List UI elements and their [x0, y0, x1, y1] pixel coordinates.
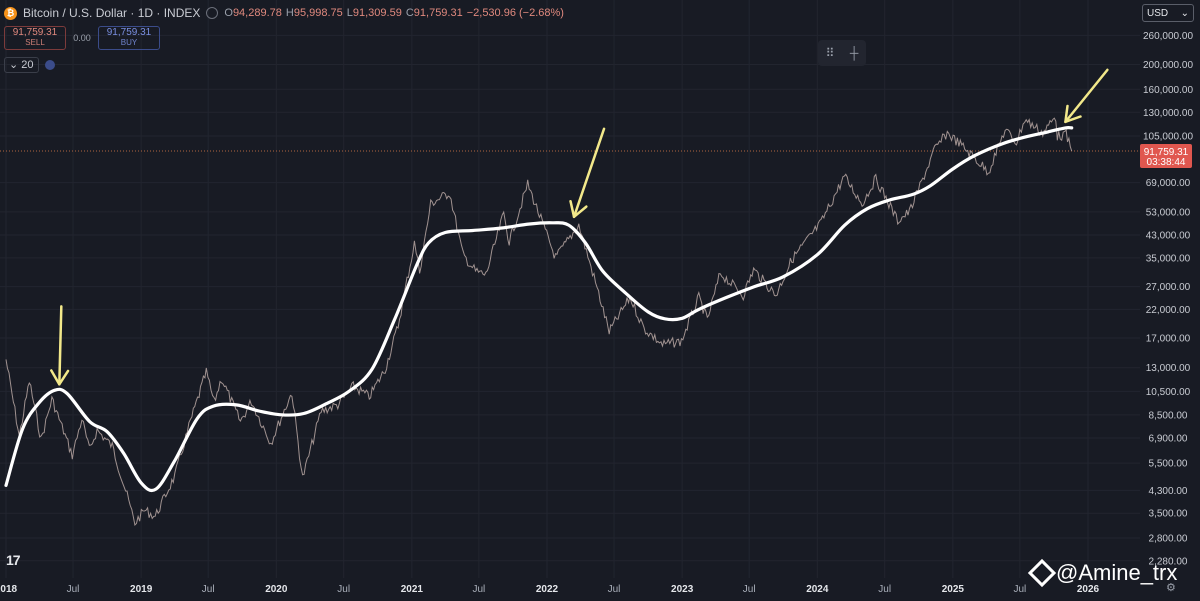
x-tick-label: 2020: [265, 584, 288, 595]
y-tick-label: 22,000.00: [1146, 305, 1191, 316]
tradingview-logo-icon: 17: [6, 552, 21, 568]
y-tick-label: 200,000.00: [1143, 60, 1193, 71]
y-tick-label: 2,280.00: [1149, 556, 1188, 567]
price-axis: 2,280.00 2,800.00 3,500.00 4,300.00 5,500.00…: [1143, 31, 1193, 567]
high-label: H: [285, 7, 294, 19]
y-tick-label: 5,500.00: [1149, 459, 1188, 470]
series-layer: [4, 117, 1074, 527]
x-tick-label: Jul: [608, 584, 621, 595]
x-tick-label: 2021: [401, 584, 424, 595]
high-value: 95,998.75: [293, 7, 343, 19]
y-tick-label: 160,000.00: [1143, 85, 1193, 96]
x-tick-label: 2024: [806, 584, 829, 595]
gear-icon[interactable]: ⚙: [1166, 582, 1176, 594]
grid: [0, 0, 1140, 578]
trade-panel: 91,759.31 SELL 0.00 91,759.31 BUY: [4, 26, 160, 50]
x-tick-label: Jul: [878, 584, 891, 595]
x-tick-label: 2026: [1077, 584, 1100, 595]
watermark-text: @Amine_trx: [1056, 560, 1178, 585]
open-value: 94,289.78: [232, 7, 282, 19]
symbol-title[interactable]: Bitcoin / U.S. Dollar · 1D · INDEX: [23, 6, 201, 20]
buy-button[interactable]: 91,759.31 BUY: [98, 26, 160, 50]
close-label: C: [405, 7, 414, 19]
indicator-legend: ⌄ 20: [4, 57, 55, 73]
buy-price: 91,759.31: [106, 27, 152, 38]
x-tick-label: Jul: [202, 584, 215, 595]
annotation-arrow: [1064, 68, 1109, 124]
y-tick-label: 35,000.00: [1146, 253, 1191, 264]
x-tick-label: 2022: [536, 584, 559, 595]
price-tag-value: 91,759.31: [1144, 147, 1189, 158]
price-tag-countdown: 03:38:44: [1147, 157, 1186, 168]
price-tag-box: [1140, 144, 1192, 168]
x-tick-label: 2023: [671, 584, 694, 595]
y-tick-label: 17,000.00: [1146, 333, 1191, 344]
y-tick-label: 4,300.00: [1149, 486, 1188, 497]
y-tick-label: 6,900.00: [1149, 433, 1188, 444]
sell-price: 91,759.31: [12, 27, 58, 38]
y-tick-label: 3,500.00: [1149, 509, 1188, 520]
chevron-down-icon: ⌄: [1180, 7, 1189, 19]
current-price-tag: 91,759.31 03:38:44: [1140, 144, 1192, 168]
chevron-down-icon: ⌄: [9, 59, 19, 71]
y-tick-label: 105,000.00: [1143, 132, 1193, 143]
low-value: 91,309.59: [352, 7, 402, 19]
sell-button[interactable]: 91,759.31 SELL: [4, 26, 66, 50]
y-tick-label: 2,800.00: [1149, 534, 1188, 545]
x-tick-label: Jul: [472, 584, 485, 595]
x-tick-label: Jul: [743, 584, 756, 595]
drawing-toolbar: ⠿ ┼: [818, 40, 866, 66]
spread-value: 0.00: [73, 33, 91, 43]
x-tick-label: Jul: [337, 584, 350, 595]
open-label: O: [224, 7, 233, 19]
y-tick-label: 13,000.00: [1146, 363, 1191, 374]
sell-label: SELL: [25, 38, 45, 47]
x-tick-label: 2019: [130, 584, 153, 595]
annotation-arrow: [569, 127, 606, 219]
ohlc-values: O94,289.78 H95,998.75 L91,309.59 C91,759…: [224, 7, 564, 19]
watermark: @Amine_trx: [1027, 558, 1178, 588]
binance-logo-icon: [1027, 558, 1057, 588]
moving-average-line: [4, 125, 1074, 493]
price-series-line: [5, 117, 1073, 527]
symbol-header: ₿ Bitcoin / U.S. Dollar · 1D · INDEX O94…: [4, 4, 564, 22]
x-tick-label: Jul: [1013, 584, 1026, 595]
market-status-icon: [206, 7, 219, 19]
indicator-status-icon[interactable]: [44, 60, 55, 70]
time-axis: 2018 Jul 2019 Jul 2020 Jul 2021 Jul 2022 Jul 2023 J…: [0, 584, 1100, 595]
y-tick-label: 130,000.00: [1143, 108, 1193, 119]
y-tick-label: 69,000.00: [1146, 178, 1191, 189]
x-tick-label: 2018: [0, 584, 18, 595]
crosshair-icon[interactable]: ┼: [849, 46, 859, 60]
y-tick-label: 27,000.00: [1146, 282, 1191, 293]
drag-handle-icon[interactable]: ⠿: [825, 46, 835, 60]
y-tick-label: 260,000.00: [1143, 31, 1193, 42]
x-tick-label: Jul: [67, 584, 80, 595]
indicator-toggle[interactable]: ⌄ 20: [4, 57, 39, 73]
close-value: 91,759.31: [413, 7, 463, 19]
change-value: −2,530.96 (−2.68%): [466, 7, 564, 19]
currency-selector[interactable]: USD ⌄: [1142, 4, 1194, 22]
y-tick-label: 8,500.00: [1149, 410, 1188, 421]
annotation-arrows: [50, 68, 1109, 386]
bitcoin-logo-icon: ₿: [4, 6, 17, 20]
y-tick-label: 53,000.00: [1146, 207, 1191, 218]
indicator-length: 20: [21, 59, 34, 71]
y-tick-label: 43,000.00: [1146, 231, 1191, 242]
low-label: L: [346, 7, 353, 19]
annotation-arrow: [50, 305, 70, 386]
x-tick-label: 2025: [942, 584, 965, 595]
buy-label: BUY: [120, 38, 138, 47]
currency-label: USD: [1147, 7, 1169, 19]
y-tick-label: 10,500.00: [1146, 387, 1191, 398]
